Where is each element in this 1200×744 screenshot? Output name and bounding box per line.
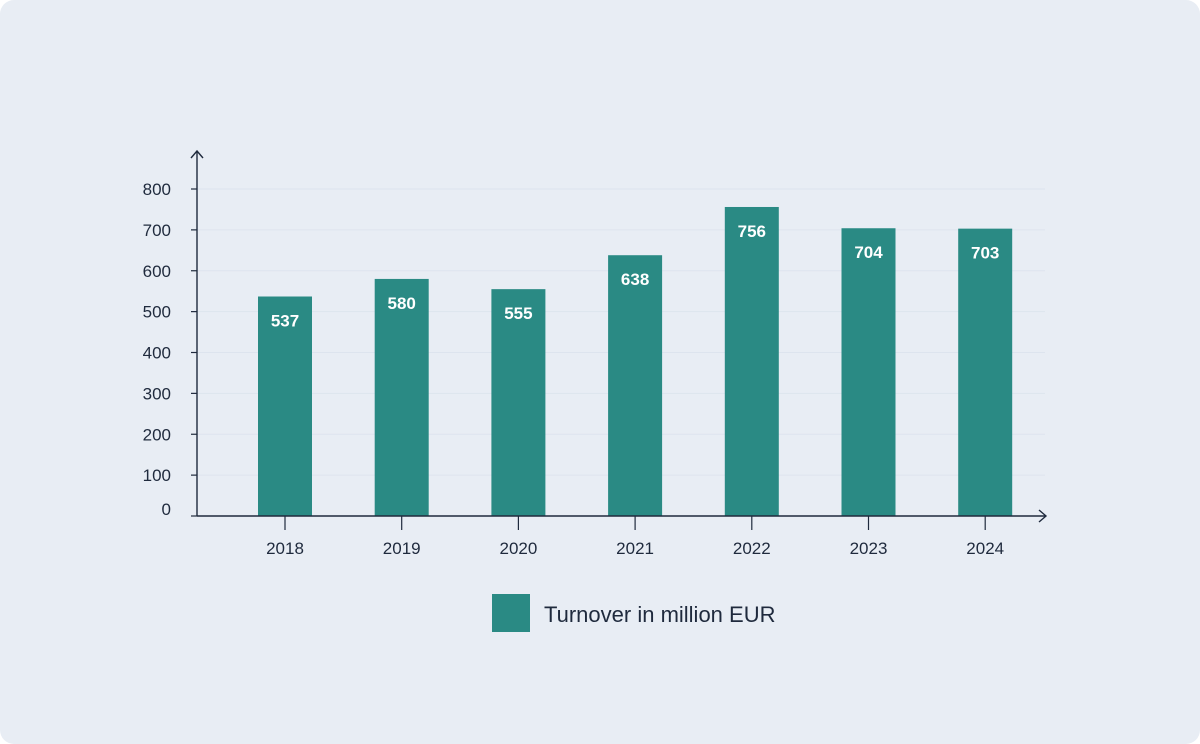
y-tick-label: 600 [143, 262, 171, 281]
bar-2018 [258, 296, 312, 516]
bar-2021 [608, 255, 663, 516]
y-tick-label: 300 [143, 384, 171, 403]
x-tick-label: 2021 [616, 539, 654, 558]
bar-2022 [724, 206, 779, 517]
bar-value-label: 704 [854, 243, 883, 262]
y-tick-label: 500 [143, 303, 171, 322]
x-tick-label: 2019 [383, 539, 421, 558]
y-axis-ticks: 0 100 200 300 400 500 600 700 800 [143, 180, 197, 519]
x-tick-label: 2018 [266, 539, 304, 558]
y-tick-label: 0 [162, 500, 171, 519]
x-tick-label: 2022 [733, 539, 771, 558]
bar-value-label: 703 [971, 244, 999, 263]
legend-swatch [492, 594, 530, 632]
bar-value-label: 638 [621, 270, 649, 289]
bar-value-label: 756 [738, 222, 766, 241]
y-axis-arrow [190, 149, 204, 159]
bar-value-label: 537 [271, 312, 299, 331]
bars [258, 206, 1013, 517]
axes [190, 149, 1048, 523]
bar-value-label: 555 [504, 304, 532, 323]
x-tick-label: 2020 [499, 539, 537, 558]
y-tick-label: 400 [143, 344, 171, 363]
y-tick-label: 700 [143, 221, 171, 240]
y-tick-label: 800 [143, 180, 171, 199]
bar-2019 [374, 278, 429, 516]
x-tick-label: 2024 [966, 539, 1004, 558]
legend-label: Turnover in million EUR [544, 602, 775, 627]
bar-2024 [958, 228, 1013, 516]
x-tick-label: 2023 [850, 539, 888, 558]
y-tick-label: 200 [143, 425, 171, 444]
x-axis-ticks: 2018 2019 2020 2021 2022 2023 2024 [266, 516, 1004, 558]
bar-value-label: 580 [388, 294, 416, 313]
bar-2020 [491, 289, 546, 516]
bar-value-labels: 537 580 555 638 756 704 703 [271, 222, 1000, 331]
y-tick-label: 100 [143, 466, 171, 485]
x-axis-arrow [1038, 509, 1048, 523]
bar-2023 [841, 228, 896, 517]
legend: Turnover in million EUR [492, 594, 775, 632]
